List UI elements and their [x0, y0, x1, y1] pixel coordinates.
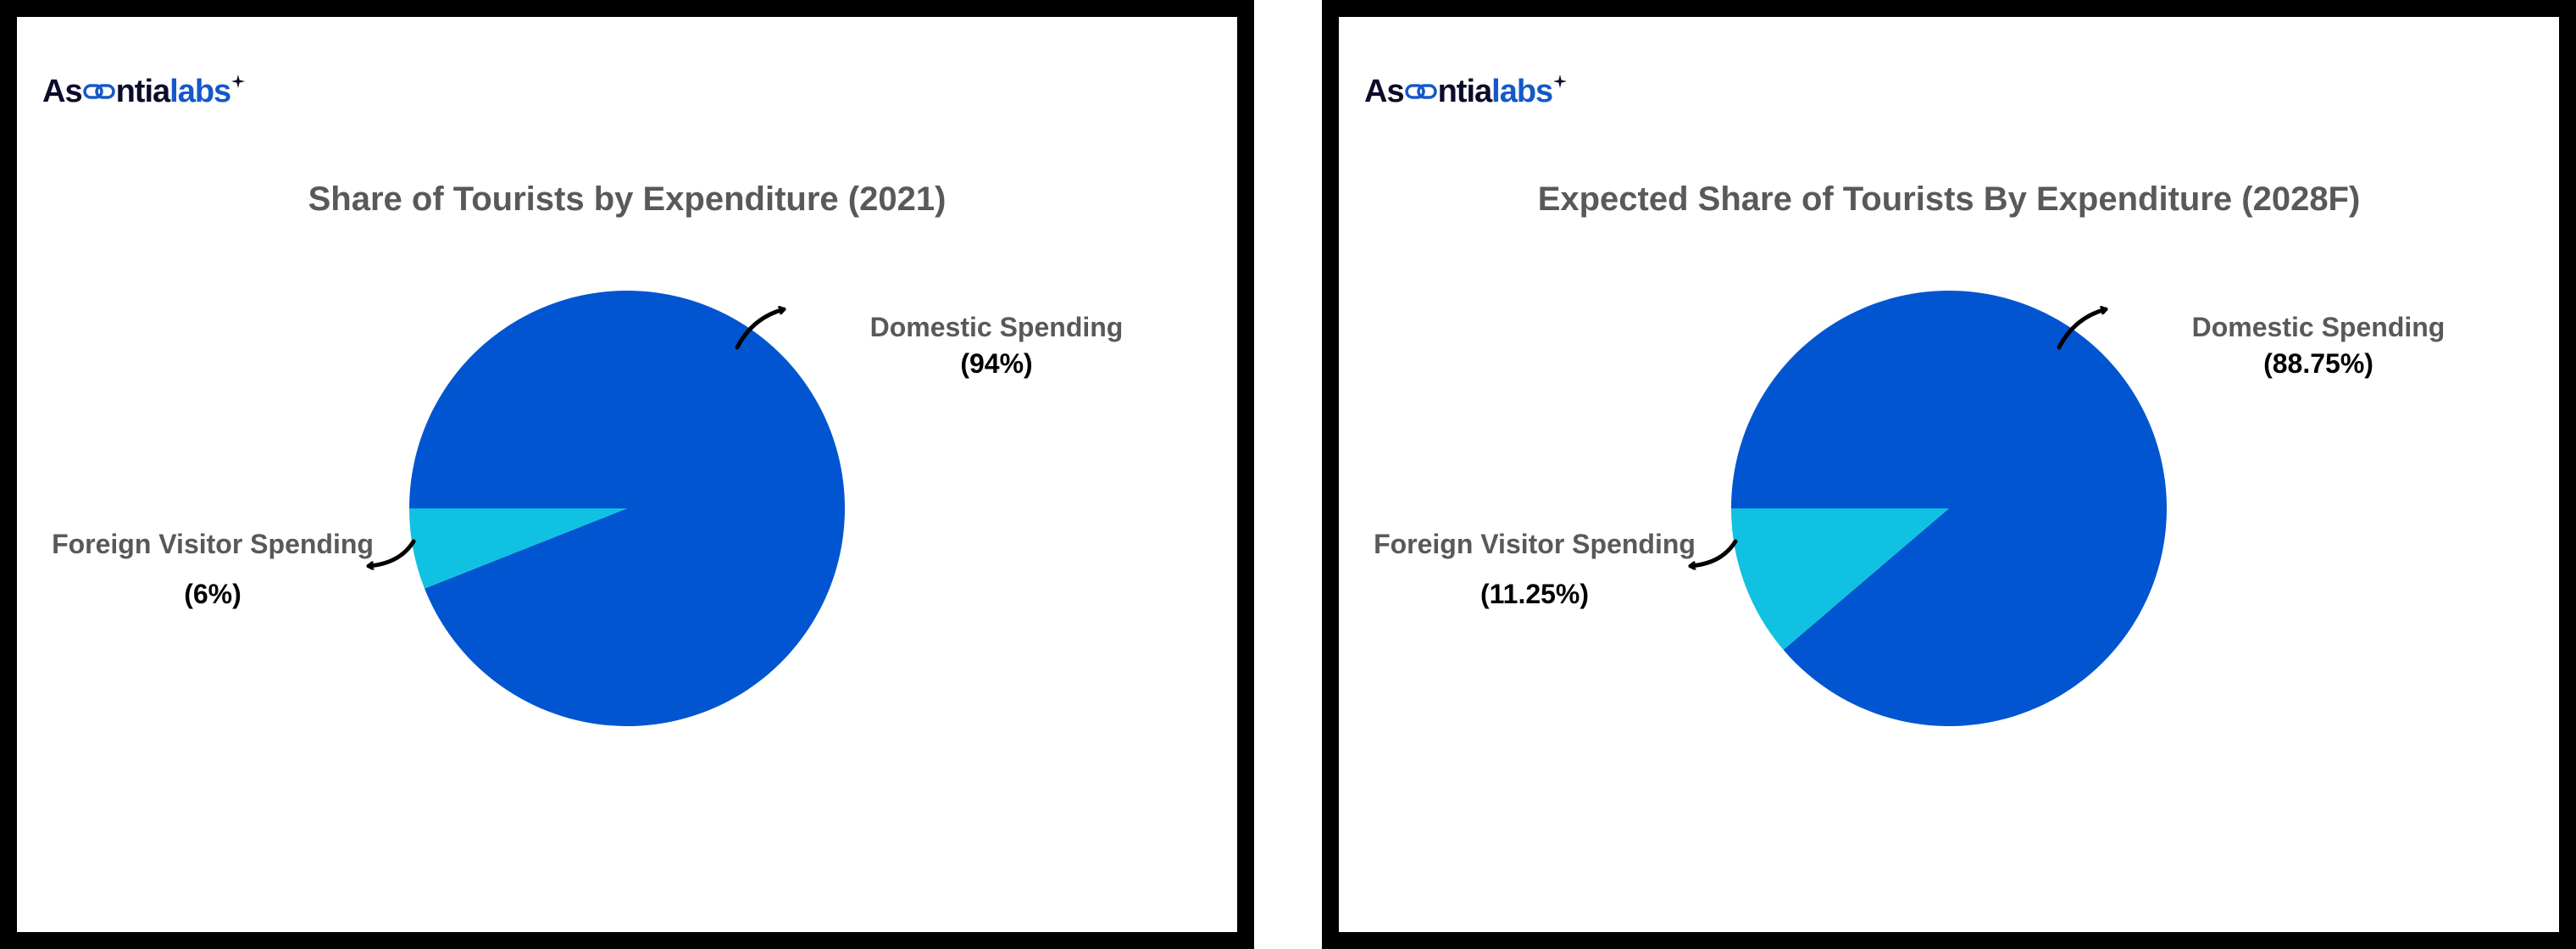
callout-arrow-foreign	[366, 539, 416, 566]
chain-link-icon	[1404, 84, 1437, 99]
slice-label-domestic: Domestic Spending	[2192, 312, 2446, 342]
slice-value-foreign: (11.25%)	[1480, 579, 1589, 609]
pie-slice-foreign	[1731, 508, 1949, 650]
callout-arrow-domestic	[735, 309, 786, 350]
pie-chart-2021: Domestic Spending (94%) Foreign Visitor Sp…	[52, 291, 1124, 727]
chart-title: Expected Share of Tourists By Expenditur…	[1537, 180, 2361, 218]
chart-panel-2028f-canvas: As ntia labs Expected Share of Tourists …	[1339, 17, 2559, 932]
sparkle-icon	[231, 75, 246, 88]
slice-value-foreign: (6%)	[184, 579, 242, 609]
brand-logo-text-mid: ntia	[115, 73, 171, 109]
callout-arrow-foreign	[1688, 539, 1738, 566]
chart-panel-2028f: As ntia labs Expected Share of Tourists …	[1322, 0, 2576, 949]
chart-panel-2021-canvas: As ntia labs Share of Tourists by Expend…	[17, 17, 1237, 932]
brand-logo-text-suffix: labs	[169, 73, 231, 109]
sparkle-icon	[1553, 75, 1568, 88]
chart-panel-2021: As ntia labs Share of Tourists by Expend…	[0, 0, 1254, 949]
panel-gutter	[1254, 0, 1322, 949]
slice-label-domestic: Domestic Spending	[870, 312, 1124, 342]
pie-chart-2028f: Domestic Spending (88.75%) Foreign Visitor…	[1374, 291, 2446, 726]
pie-slice-foreign	[409, 508, 627, 589]
callout-arrow-domestic	[2057, 309, 2108, 350]
slice-value-domestic: (94%)	[960, 348, 1032, 379]
brand-logo-text-prefix: As	[42, 73, 83, 109]
brand-logo-text-suffix: labs	[1491, 73, 1553, 109]
slice-label-foreign: Foreign Visitor Spending	[52, 529, 374, 559]
brand-logo: As ntia labs	[42, 73, 246, 110]
slice-label-foreign: Foreign Visitor Spending	[1374, 529, 1696, 559]
brand-logo: As ntia labs	[1364, 73, 1568, 110]
pie-slice-domestic	[409, 291, 845, 727]
slice-value-domestic: (88.75%)	[2263, 348, 2373, 379]
brand-logo-text-mid: ntia	[1437, 73, 1493, 109]
brand-logo-text-prefix: As	[1364, 73, 1405, 109]
chain-link-icon	[82, 84, 115, 99]
chart-title: Share of Tourists by Expenditure (2021)	[308, 180, 947, 218]
